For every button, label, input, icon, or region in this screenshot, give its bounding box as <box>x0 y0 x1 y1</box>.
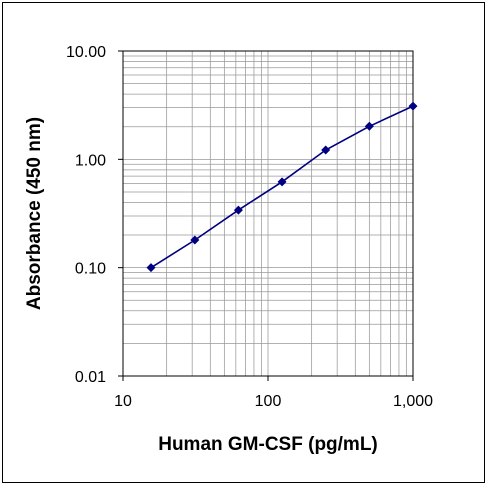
axis-ticks <box>118 50 414 381</box>
y-tick-labels: 10.00 1.00 0.10 0.01 <box>66 44 106 386</box>
grid-lines <box>123 51 413 376</box>
x-tick-label: 100 <box>255 393 282 410</box>
y-tick-label: 0.10 <box>75 261 106 278</box>
x-tick-label: 10 <box>114 393 132 410</box>
data-markers <box>146 101 418 273</box>
y-axis-title: Absorbance (450 nm) <box>24 117 45 310</box>
data-point-marker <box>146 263 156 273</box>
x-axis-title: Human GM-CSF (pg/mL) <box>158 434 378 455</box>
series-line <box>150 105 414 269</box>
chart-frame <box>2 2 485 483</box>
x-tick-labels: 10 100 1,000 <box>114 393 433 410</box>
data-point-marker <box>408 101 418 111</box>
y-tick-label: 1.00 <box>75 152 106 169</box>
data-point-marker <box>277 177 287 187</box>
data-point-marker <box>190 235 200 245</box>
data-point-marker <box>233 205 243 215</box>
data-point-marker <box>364 121 374 131</box>
data-point-marker <box>321 145 331 155</box>
x-tick-label: 1,000 <box>393 393 433 410</box>
y-tick-label: 10.00 <box>66 44 106 61</box>
y-tick-label: 0.01 <box>75 369 106 386</box>
